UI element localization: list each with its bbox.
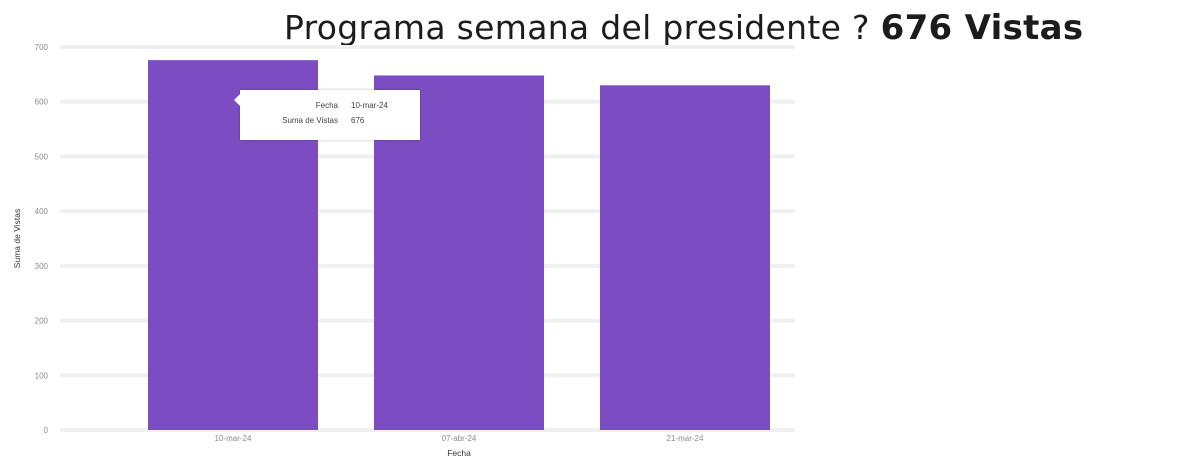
x-tick-label: 10-mar-24 <box>215 434 252 443</box>
y-tick-label: 200 <box>35 317 49 326</box>
chart-title: Programa semana del presidente ? 676 Vis… <box>284 8 1083 48</box>
title-text: Programa semana del presidente ? <box>284 8 870 47</box>
x-axis-ticks: 10-mar-24 07-abr-24 21-mar-24 <box>215 434 704 443</box>
tooltip-row-views: Suma de Vistas 676 <box>240 116 420 128</box>
y-axis-ticks: 0 100 200 300 400 500 600 700 <box>35 43 49 435</box>
y-tick-label: 700 <box>35 43 49 52</box>
y-axis-title: Suma de Vistas <box>12 209 22 268</box>
y-tick-label: 100 <box>35 371 49 380</box>
y-tick-label: 600 <box>35 98 49 107</box>
data-tooltip: Fecha 10-mar-24 Suma de Vistas 676 <box>234 90 420 140</box>
y-tick-label: 500 <box>35 152 49 161</box>
tooltip-date-label: Fecha <box>315 101 338 110</box>
tooltip-views-label: Suma de Vistas <box>282 116 338 125</box>
x-tick-label: 21-mar-24 <box>667 434 704 443</box>
bar[interactable] <box>600 85 770 431</box>
views-count: 676 Vistas <box>880 8 1084 48</box>
x-axis-title: Fecha <box>447 448 471 458</box>
tooltip-date-value: 10-mar-24 <box>351 101 388 110</box>
x-tick-label: 07-abr-24 <box>442 434 477 443</box>
y-tick-label: 300 <box>35 262 49 271</box>
y-tick-label: 400 <box>35 207 49 216</box>
tooltip-views-value: 676 <box>351 116 365 125</box>
y-tick-label: 0 <box>44 426 49 435</box>
tooltip-row-date: Fecha 10-mar-24 <box>240 101 420 113</box>
